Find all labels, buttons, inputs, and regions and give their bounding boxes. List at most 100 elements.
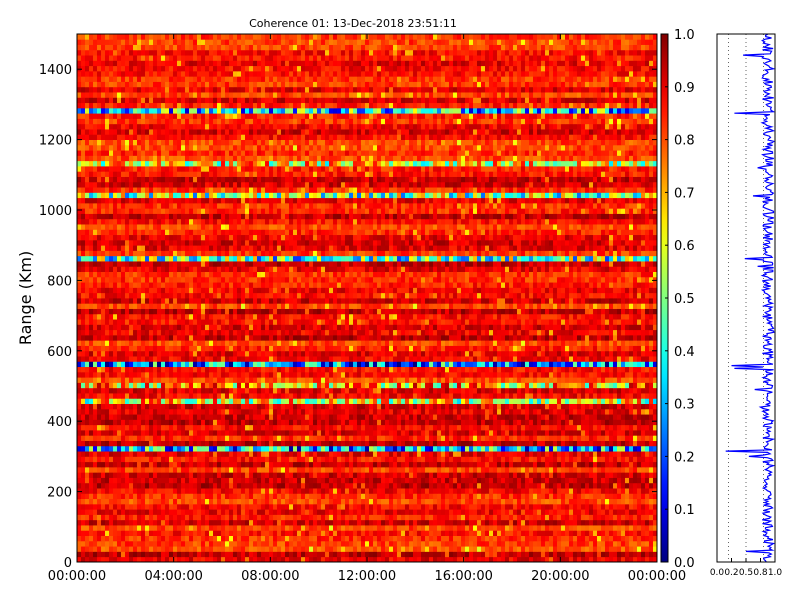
- heatmap-cell: [85, 488, 90, 494]
- heatmap-cell: [449, 419, 454, 426]
- heatmap-cell: [245, 377, 250, 383]
- heatmap-cell: [197, 509, 202, 515]
- heatmap-cell: [113, 466, 118, 473]
- heatmap-cell: [209, 509, 214, 515]
- heatmap-cell: [261, 535, 266, 542]
- heatmap-cell: [269, 445, 274, 452]
- heatmap-cell: [437, 472, 442, 478]
- heatmap-cell: [389, 430, 394, 436]
- heatmap-cell: [373, 382, 378, 389]
- heatmap-cell: [285, 525, 290, 531]
- heatmap-cell: [237, 472, 242, 478]
- heatmap-cell: [117, 430, 122, 436]
- heatmap-cell: [525, 551, 530, 558]
- heatmap-cell: [261, 456, 266, 463]
- heatmap-cell: [293, 424, 298, 431]
- heatmap-cell: [377, 556, 382, 563]
- heatmap-cell: [265, 408, 270, 415]
- heatmap-cell: [325, 525, 330, 531]
- heatmap-cell: [193, 424, 198, 431]
- heatmap-cell: [349, 466, 354, 473]
- heatmap-cell: [501, 540, 506, 547]
- heatmap-cell: [341, 498, 346, 505]
- heatmap-cell: [277, 424, 282, 431]
- heatmap-cell: [213, 482, 218, 489]
- heatmap-cell: [285, 488, 290, 494]
- heatmap-cell: [537, 398, 542, 404]
- heatmap-cell: [305, 509, 310, 515]
- heatmap-cell: [273, 530, 278, 536]
- heatmap-cell: [485, 461, 490, 468]
- heatmap-cell: [241, 551, 246, 558]
- heatmap-cell: [177, 387, 182, 394]
- heatmap-cell: [525, 466, 530, 473]
- heatmap-cell: [185, 540, 190, 547]
- heatmap-cell: [273, 477, 278, 484]
- heatmap-cell: [433, 482, 438, 489]
- heatmap-cell: [325, 519, 330, 526]
- heatmap-cell: [393, 493, 398, 500]
- heatmap-cell: [437, 451, 442, 457]
- heatmap-cell: [593, 493, 598, 500]
- heatmap-cell: [157, 419, 162, 426]
- heatmap-cell: [357, 546, 362, 552]
- heatmap-cell: [369, 414, 374, 420]
- heatmap-cell: [609, 424, 614, 431]
- heatmap-cell: [253, 414, 258, 420]
- heatmap-cell: [469, 525, 474, 531]
- heatmap-cell: [217, 445, 222, 452]
- heatmap-cell: [477, 424, 482, 431]
- heatmap-cell: [433, 403, 438, 410]
- heatmap-cell: [145, 419, 150, 426]
- heatmap-cell: [165, 493, 170, 500]
- heatmap-cell: [585, 535, 590, 542]
- heatmap-cell: [561, 414, 566, 420]
- heatmap-cell: [373, 414, 378, 420]
- heatmap-cell: [649, 556, 654, 563]
- heatmap-cell: [369, 466, 374, 473]
- heatmap-cell: [413, 403, 418, 410]
- heatmap-cell: [121, 540, 126, 547]
- heatmap-cell: [397, 509, 402, 515]
- heatmap-cell: [605, 445, 610, 452]
- heatmap-cell: [141, 377, 146, 383]
- heatmap-cell: [565, 546, 570, 552]
- heatmap-cell: [213, 509, 218, 515]
- heatmap-cell: [437, 525, 442, 531]
- heatmap-cell: [301, 435, 306, 441]
- heatmap-cell: [357, 424, 362, 431]
- heatmap-cell: [341, 451, 346, 457]
- heatmap-cell: [309, 403, 314, 410]
- heatmap-cell: [125, 546, 130, 552]
- heatmap-cell: [197, 403, 202, 410]
- heatmap-cell: [573, 466, 578, 473]
- heatmap-cell: [645, 382, 650, 389]
- heatmap-cell: [345, 525, 350, 531]
- heatmap-cell: [317, 488, 322, 494]
- heatmap-cell: [525, 535, 530, 542]
- heatmap-cell: [489, 403, 494, 410]
- heatmap-cell: [213, 419, 218, 426]
- heatmap-cell: [333, 546, 338, 552]
- heatmap-cell: [121, 408, 126, 415]
- heatmap-cell: [137, 451, 142, 457]
- heatmap-cell: [569, 551, 574, 558]
- heatmap-cell: [129, 408, 134, 415]
- heatmap-cell: [505, 403, 510, 410]
- heatmap-cell: [89, 414, 94, 420]
- heatmap-cell: [357, 466, 362, 473]
- heatmap-cell: [441, 509, 446, 515]
- heatmap-cell: [113, 419, 118, 426]
- heatmap-cell: [301, 546, 306, 552]
- heatmap-cell: [461, 519, 466, 526]
- heatmap-cell: [117, 514, 122, 521]
- heatmap-cell: [513, 398, 518, 404]
- heatmap-cell: [85, 419, 90, 426]
- heatmap-cell: [189, 466, 194, 473]
- heatmap-cell: [161, 556, 166, 563]
- heatmap-cell: [205, 435, 210, 441]
- heatmap-cell: [497, 530, 502, 536]
- heatmap-cell: [389, 387, 394, 394]
- heatmap-cell: [381, 466, 386, 473]
- heatmap-cell: [553, 424, 558, 431]
